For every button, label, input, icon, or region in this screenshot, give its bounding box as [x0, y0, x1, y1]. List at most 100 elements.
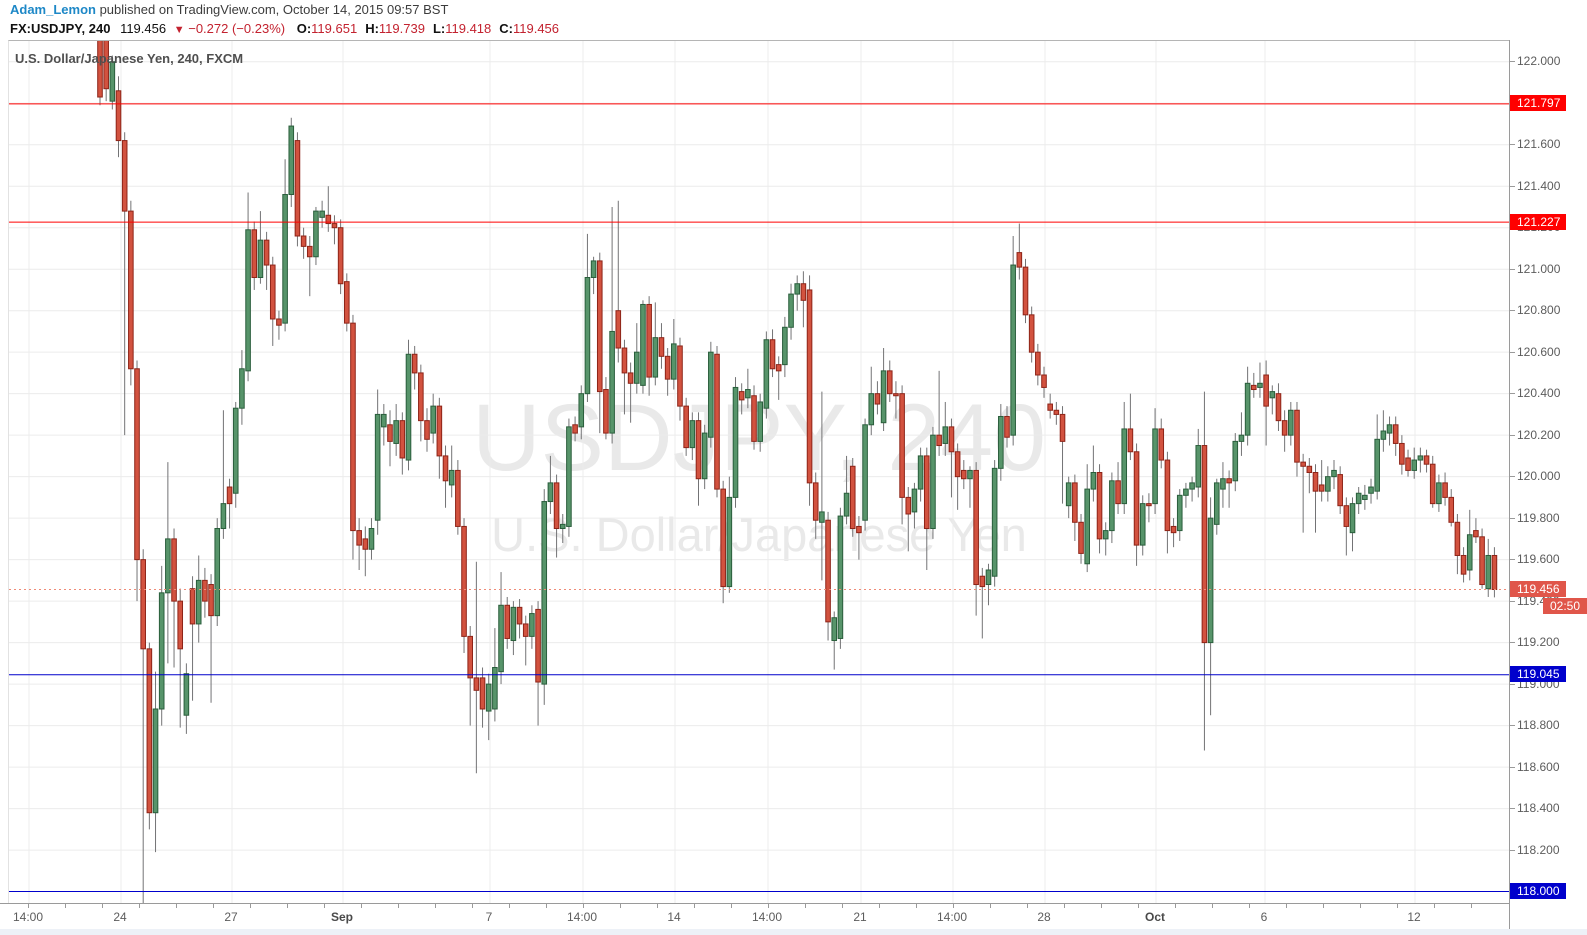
candle-body [973, 469, 979, 586]
price-tick-label: 119.800 [1517, 510, 1560, 525]
candle-body [195, 579, 202, 625]
candle-body [942, 426, 949, 444]
candle-body [954, 451, 961, 478]
candle-body [738, 391, 745, 401]
candle-body [985, 569, 992, 586]
candle-body [535, 608, 541, 683]
candle-body [1306, 465, 1313, 473]
time-tick [472, 904, 473, 908]
author-link[interactable]: Adam_Lemon [10, 2, 96, 17]
candle-body [917, 455, 924, 490]
candle-body [411, 353, 418, 374]
price-tick [1510, 725, 1515, 727]
candle-body [788, 293, 794, 328]
candle-body [547, 482, 554, 503]
candle-body [399, 420, 406, 459]
time-tick [953, 904, 954, 908]
candle-body [1016, 252, 1023, 268]
candle-body [1133, 451, 1140, 546]
candle-body [584, 276, 591, 395]
candle-body [849, 465, 856, 530]
candle-body [1349, 503, 1356, 534]
symbol-label: FX:USDJPY, 240 [10, 21, 111, 36]
candle-body [751, 395, 757, 442]
candle-body [121, 140, 128, 212]
time-tick-label: Oct [1144, 910, 1166, 924]
candle-body [911, 488, 918, 513]
candle-body [603, 389, 609, 434]
candle-body [269, 264, 276, 320]
time-tick-label: 21 [853, 910, 867, 924]
candle-body [220, 503, 227, 530]
candle-body [905, 496, 912, 515]
candle-body [745, 389, 751, 399]
time-scale[interactable]: 14:00 24 27 Sep 7 14:00 14 14:00 21 14:00 28 Oct 6 12… [0, 903, 1529, 929]
candle-body [806, 289, 813, 484]
candle-body [541, 501, 548, 685]
time-tick [435, 904, 436, 908]
candle-body [1028, 314, 1035, 353]
time-tick-label: 6 [1260, 910, 1268, 924]
candle-body [800, 283, 807, 301]
candle-body [923, 455, 930, 530]
candle-body [461, 525, 467, 637]
time-tick [657, 904, 658, 908]
candle-body [652, 337, 659, 378]
candle-body [455, 469, 461, 527]
candle-body [967, 469, 973, 480]
candle-body [930, 434, 936, 530]
candle-body [510, 606, 517, 642]
published-text: published on TradingView.com, October 14… [95, 2, 449, 17]
price-tick-label: 120.400 [1517, 386, 1561, 401]
ohlc-value: 119.456 [512, 21, 560, 36]
candle-body [1090, 472, 1097, 490]
time-tick-label: 12 [1407, 910, 1421, 924]
time-tick-label: 14:00 [936, 910, 968, 924]
candle-body [874, 393, 881, 405]
ohlc-label: L: [432, 21, 446, 36]
candle-body [757, 401, 763, 442]
candle-body [158, 592, 165, 710]
candle-body [1473, 530, 1479, 538]
candle-body [1022, 266, 1029, 316]
price-tick-label: 120.200 [1517, 427, 1561, 442]
candle-body [362, 538, 369, 550]
price-tick [1510, 766, 1515, 768]
candle-body [1399, 442, 1405, 465]
candle-body [282, 194, 288, 324]
candle-body [1102, 530, 1109, 540]
candle-body [732, 386, 739, 498]
candle-body [862, 424, 868, 521]
candle-body [1423, 455, 1430, 465]
price-tick [1510, 476, 1515, 478]
candle-body [627, 372, 634, 384]
candle-body [1257, 382, 1263, 388]
price-tick [1510, 61, 1515, 63]
candle-body [146, 648, 153, 814]
candle-body [794, 283, 801, 295]
candle-body [677, 345, 683, 407]
chart-plot-area[interactable]: USDJPY, 240 U.S. Dollar/Japanese Yen U.S.… [8, 40, 1510, 904]
price-scale[interactable]: 118.000 118.200 118.400 118.600 118.800 119.0… [1509, 40, 1587, 929]
candle-body [1417, 455, 1424, 461]
time-tick [1471, 904, 1472, 908]
candle-body [708, 351, 714, 438]
candle-body [109, 61, 116, 102]
chart-title: U.S. Dollar/Japanese Yen, 240, FXCM [15, 51, 244, 66]
candle-body [1115, 480, 1121, 505]
level-price-label: 121.797 [1510, 95, 1567, 112]
price-tick [1510, 849, 1515, 851]
time-tick [731, 904, 732, 908]
candle-body [165, 538, 171, 594]
candle-body [1392, 424, 1399, 444]
candle-body [1466, 534, 1473, 571]
time-tick [176, 904, 177, 908]
price-tick-label: 120.000 [1517, 469, 1561, 484]
time-tick [1175, 904, 1176, 908]
time-tick [1212, 904, 1213, 908]
time-tick [694, 904, 695, 908]
candle-body [467, 635, 473, 679]
candle-body [516, 606, 523, 625]
candle-body [492, 667, 498, 710]
